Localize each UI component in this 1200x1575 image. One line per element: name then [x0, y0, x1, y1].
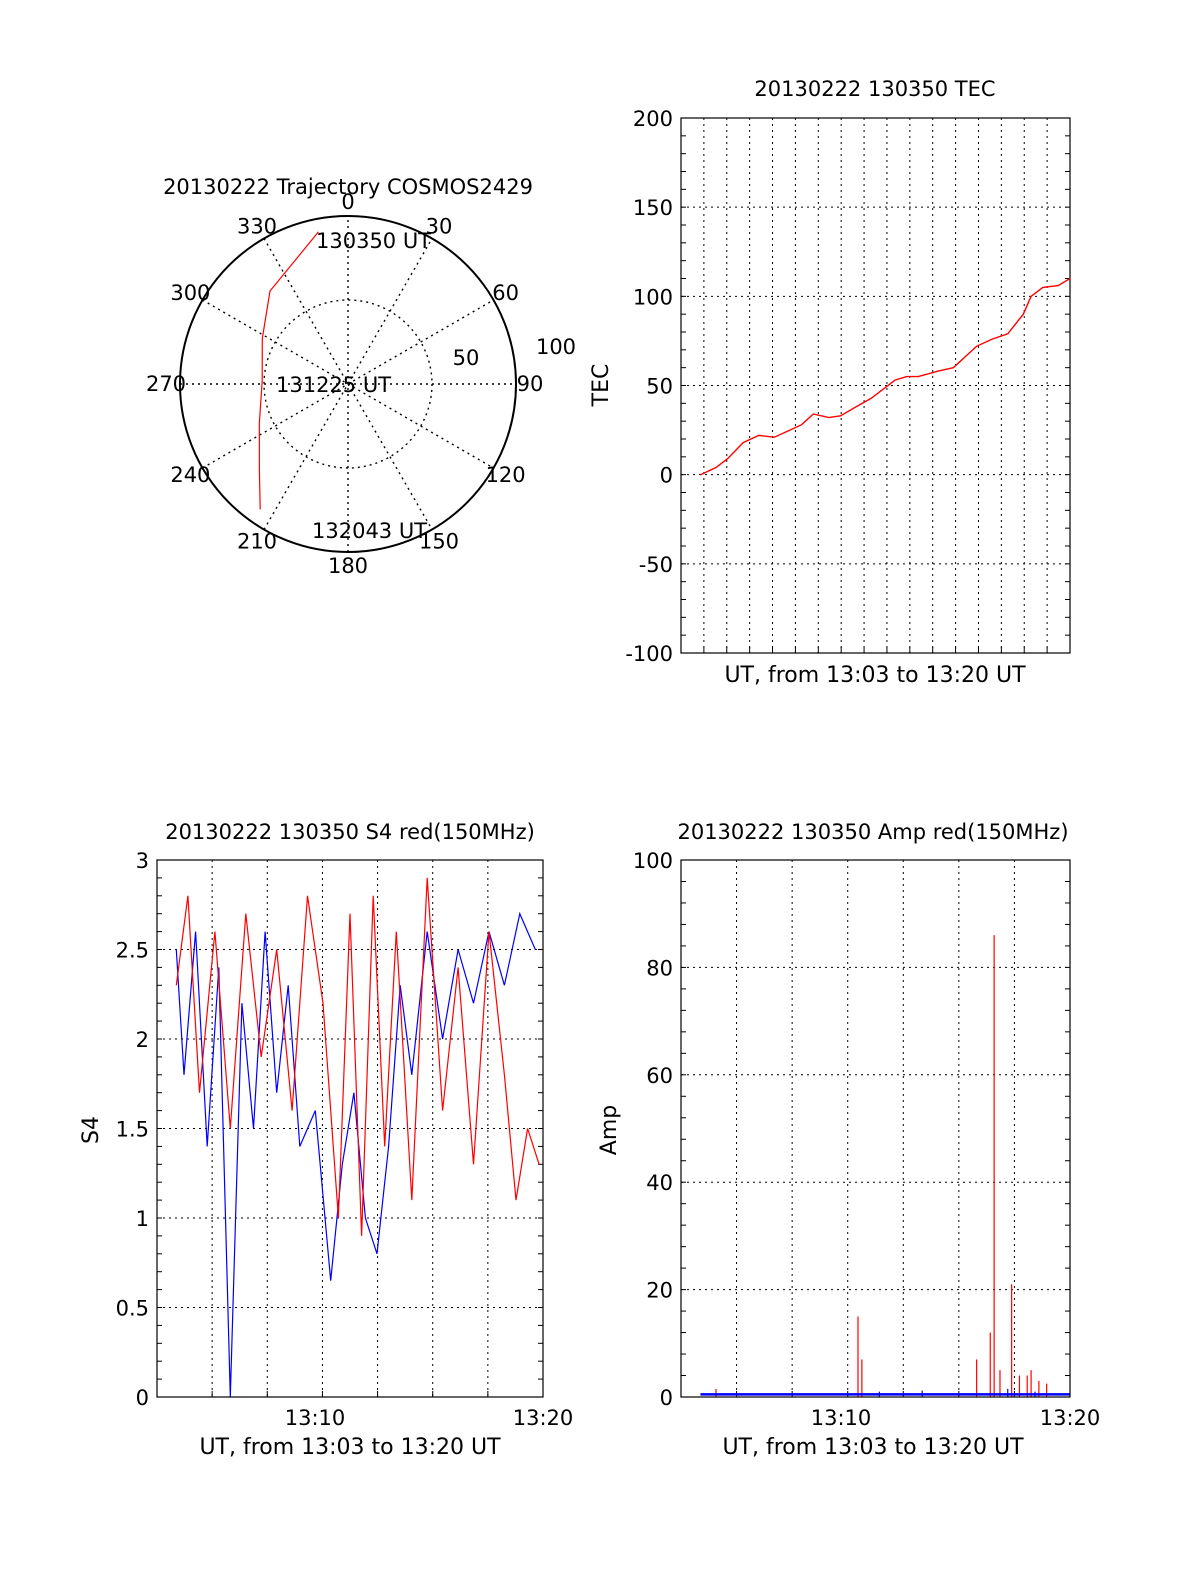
tec-series-line: [700, 277, 1071, 476]
polar-panel: 20130222 Trajectory COSMOS2429 0 30 60 90 12…: [146, 175, 576, 578]
tec-ytick-label: 150: [633, 196, 673, 220]
polar-azimuth-label: 150: [419, 530, 459, 554]
tec-title: 20130222 130350 TEC: [754, 77, 995, 101]
tec-xlabel: UT, from 13:03 to 13:20 UT: [724, 663, 1026, 688]
polar-azimuth-label: 330: [237, 214, 277, 238]
s4-yticks: 0 0.5 1 1.5 2 2.5 3: [116, 849, 149, 1410]
polar-grid-spoke: [263, 238, 433, 530]
s4-ytick-label: 0.5: [116, 1297, 149, 1321]
s4-series-line-1: [175, 877, 540, 1236]
amp-grid: [681, 859, 1070, 1398]
amp-ytick-label: 100: [633, 849, 673, 873]
amp-yticks: 0 20 40 60 80 100: [633, 849, 673, 1410]
tec-ytick-label: -100: [625, 642, 673, 666]
polar-azimuth-label: 270: [146, 372, 186, 396]
amp-title: 20130222 130350 Amp red(150MHz): [677, 820, 1068, 844]
polar-annotation-mid: 131225 UT: [276, 373, 391, 397]
s4-ytick-label: 2: [136, 1028, 149, 1052]
tec-ytick-label: 50: [646, 375, 673, 399]
polar-azimuth-label: 0: [341, 190, 354, 214]
s4-panel: 20130222 130350 S4 red(150MHz) 0 0.5 1 1.5 2…: [79, 820, 573, 1460]
polar-radial-label-100: 100: [536, 335, 576, 359]
polar-azimuth-label: 30: [426, 214, 453, 238]
polar-track-line: [258, 231, 319, 510]
s4-ytick-label: 3: [136, 849, 149, 873]
amp-ytick-label: 40: [646, 1171, 673, 1195]
amp-ytick-label: 80: [646, 956, 673, 980]
tec-ytick-label: 0: [660, 464, 673, 488]
polar-azimuth-label: 180: [328, 554, 368, 578]
tec-ylabel: TEC: [589, 364, 614, 408]
s4-xticks: 13:10 13:20: [285, 1406, 574, 1430]
s4-ytick-label: 1: [136, 1207, 149, 1231]
s4-xtick-label: 13:20: [513, 1406, 574, 1430]
s4-ytick-label: 0: [136, 1386, 149, 1410]
polar-azimuth-label: 210: [237, 530, 277, 554]
amp-xtick-label: 13:20: [1040, 1406, 1101, 1430]
s4-xtick-label: 13:10: [285, 1406, 346, 1430]
polar-azimuth-label: 300: [170, 281, 210, 305]
s4-ytick-label: 2.5: [116, 939, 149, 963]
tec-ytick-label: 100: [633, 285, 673, 309]
tec-ytick-label: 200: [633, 107, 673, 131]
amp-xtick-label: 13:10: [811, 1406, 872, 1430]
polar-annotation-start: 130350 UT: [316, 229, 431, 253]
amp-series: [700, 935, 1070, 1397]
polar-radial-label-50: 50: [453, 346, 480, 370]
polar-azimuth-labels: 0 30 60 90 120 150 180 210 240 270 300 330: [146, 190, 543, 578]
amp-xlabel: UT, from 13:03 to 13:20 UT: [722, 1435, 1024, 1460]
s4-series: [175, 877, 540, 1397]
amp-xticks: 13:10 13:20: [811, 1406, 1101, 1430]
polar-outer-circle: [179, 215, 517, 553]
polar-annotation-end: 132043 UT: [312, 519, 427, 543]
tec-frame: [680, 117, 1071, 654]
polar-grid: [180, 216, 516, 552]
amp-frame: [680, 859, 1071, 1398]
polar-title: 20130222 Trajectory COSMOS2429: [163, 175, 533, 199]
s4-title: 20130222 130350 S4 red(150MHz): [165, 820, 535, 844]
polar-azimuth-label: 120: [486, 463, 526, 487]
s4-grid: [157, 859, 543, 1398]
polar-azimuth-label: 90: [517, 372, 544, 396]
tec-grid: [681, 117, 1070, 654]
amp-ytick-label: 60: [646, 1064, 673, 1088]
tec-yticks: -100 -50 0 50 100 150 200: [625, 107, 673, 666]
polar-azimuth-label: 60: [492, 281, 519, 305]
s4-series-line-0: [175, 911, 536, 1397]
amp-ytick-label: 0: [660, 1386, 673, 1410]
s4-ylabel: S4: [79, 1116, 104, 1144]
amp-panel: 20130222 130350 Amp red(150MHz) 0 20 40 60 8…: [597, 820, 1100, 1460]
s4-frame: [156, 859, 544, 1398]
amp-ytick-label: 20: [646, 1279, 673, 1303]
tec-ytick-label: -50: [639, 553, 673, 577]
s4-xlabel: UT, from 13:03 to 13:20 UT: [199, 1435, 501, 1460]
tec-panel: 20130222 130350 TEC -100-50050100150200 …: [589, 77, 1071, 688]
s4-ytick-label: 1.5: [116, 1118, 149, 1142]
amp-ylabel: Amp: [597, 1105, 622, 1155]
polar-azimuth-label: 240: [170, 463, 210, 487]
